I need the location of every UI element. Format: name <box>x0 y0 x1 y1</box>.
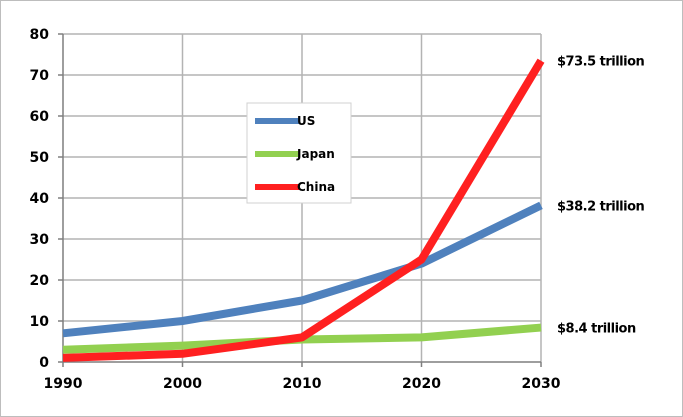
series-layer <box>62 58 545 362</box>
legend-label-china: China <box>297 180 335 194</box>
legend-label-japan: Japan <box>296 147 335 161</box>
x-tick-label: 1990 <box>44 376 83 392</box>
y-tick-label: 40 <box>30 191 50 207</box>
y-tick-label: 80 <box>30 27 50 43</box>
y-tick-label: 60 <box>30 109 50 125</box>
x-tick-label: 2000 <box>163 376 202 392</box>
y-tick-label: 50 <box>30 150 50 166</box>
end-label-china: $73.5 trillion <box>557 55 645 70</box>
end-label-japan: $8.4 trillion <box>557 322 636 337</box>
legend-label-us: US <box>297 114 315 128</box>
x-tick-label: 2010 <box>283 376 322 392</box>
x-tick-label: 2030 <box>522 376 561 392</box>
y-tick-label: 70 <box>30 68 50 84</box>
label-layer: $38.2 trillion $8.4 trillion $73.5 trillio… <box>557 55 645 337</box>
series-line-china <box>62 58 545 362</box>
y-tick-label: 30 <box>30 232 50 248</box>
y-tick-label: 0 <box>39 355 49 371</box>
end-label-us: $38.2 trillion <box>557 199 645 214</box>
y-tick-label: 20 <box>30 273 50 289</box>
y-tick-label: 10 <box>30 314 50 330</box>
legend: US Japan China <box>246 102 352 204</box>
x-tick-label: 2020 <box>402 376 441 392</box>
series-line-us <box>62 201 543 338</box>
